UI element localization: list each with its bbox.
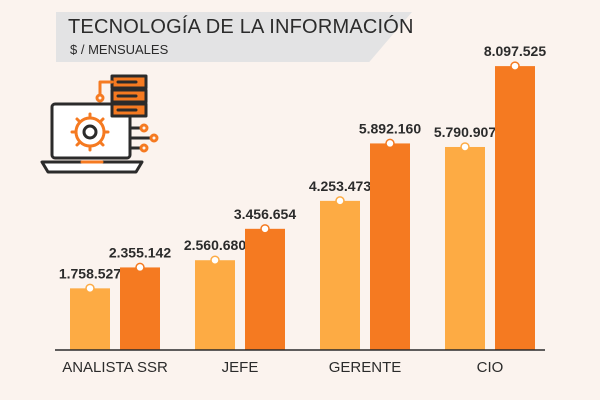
data-label-1-1: 3.456.654 (234, 206, 296, 222)
bar-0-0 (70, 288, 110, 350)
category-label-0: ANALISTA SSR (62, 359, 168, 376)
bar-marker-2-0 (335, 196, 345, 206)
chart-title: TECNOLOGÍA DE LA INFORMACIÓN (68, 16, 414, 38)
bar-marker-0-1 (135, 262, 145, 273)
chart-subtitle: $ / MENSUALES (70, 42, 169, 57)
data-label-3-1: 8.097.525 (484, 43, 546, 59)
data-label-2-0: 4.253.473 (309, 178, 371, 194)
title-banner (56, 12, 412, 62)
bar-marker-2-1 (385, 138, 395, 149)
bar-3-0 (445, 146, 485, 350)
bar-0-1 (120, 267, 160, 350)
bar-1-0 (195, 260, 235, 350)
bar-marker-3-0 (460, 142, 470, 152)
bar-1-1 (245, 228, 285, 350)
data-label-0-1: 2.355.142 (109, 244, 171, 260)
bar-2-0 (320, 200, 360, 350)
data-label-1-0: 2.560.680 (184, 237, 246, 253)
category-label-3: CIO (477, 359, 504, 376)
category-label-2: GERENTE (329, 359, 402, 376)
data-label-3-0: 5.790.907 (434, 124, 496, 140)
data-label-0-0: 1.758.527 (59, 265, 121, 281)
bar-marker-1-0 (210, 255, 220, 265)
bar-marker-0-0 (85, 283, 95, 294)
bar-marker-1-1 (260, 224, 270, 234)
computer-server-gear-icon (40, 72, 160, 187)
bar-2-1 (370, 143, 410, 350)
bar-marker-3-1 (510, 61, 520, 71)
data-label-2-1: 5.892.160 (359, 120, 421, 136)
bar-3-1 (495, 66, 535, 351)
category-label-1: JEFE (222, 359, 259, 376)
